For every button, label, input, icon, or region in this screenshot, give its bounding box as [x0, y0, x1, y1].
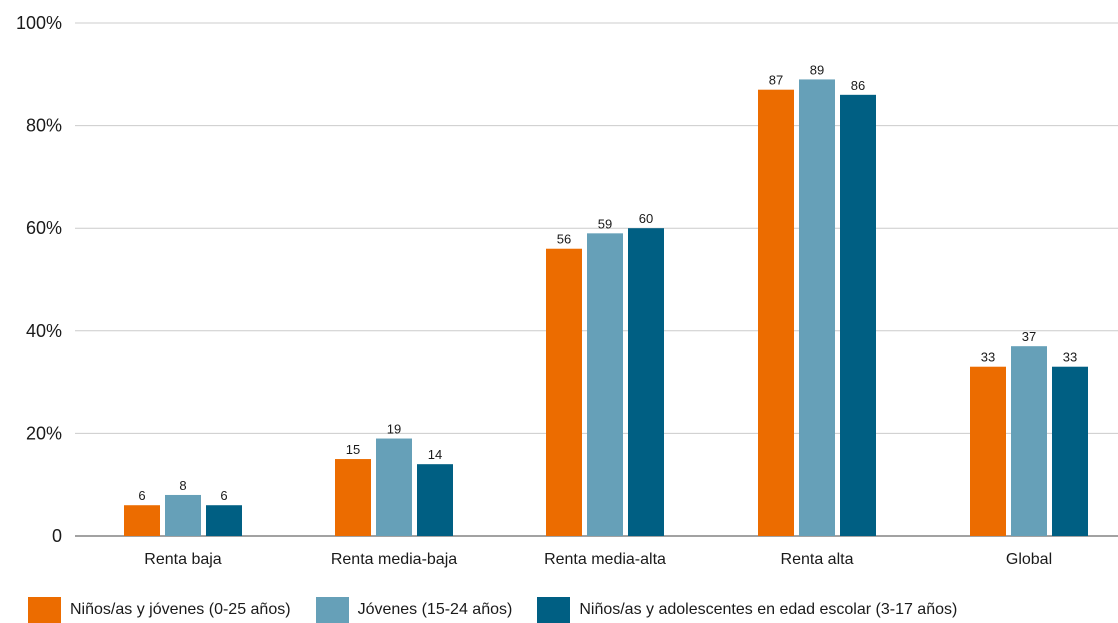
data-label: 59: [598, 216, 612, 231]
legend-swatch-series-3: [537, 597, 571, 623]
bar: [587, 233, 623, 536]
legend-item-series-2: Jóvenes (15-24 años): [315, 597, 513, 623]
bar: [970, 366, 1006, 536]
x-tick-label: Renta media-alta: [544, 551, 666, 568]
bar: [1052, 366, 1088, 536]
legend-label-series-2: Jóvenes (15-24 años): [357, 601, 513, 618]
y-tick-label: 40%: [26, 321, 62, 341]
data-label: 15: [346, 442, 360, 457]
data-label: 89: [810, 62, 824, 77]
y-tick-label: 20%: [26, 423, 62, 443]
data-label: 33: [981, 350, 995, 365]
bar: [417, 464, 453, 536]
bar: [628, 228, 664, 536]
x-tick-label: Renta alta: [781, 551, 854, 568]
legend-item-series-1: Niños/as y jóvenes (0-25 años): [28, 597, 291, 623]
legend-item-series-3: Niños/as y adolescentes en edad escolar …: [537, 597, 957, 623]
data-label: 19: [387, 422, 401, 437]
y-tick-label: 80%: [26, 116, 62, 136]
x-axis-tick-labels: Renta baja Renta media-baja Renta media-al…: [144, 551, 1052, 568]
data-label: 8: [179, 478, 186, 493]
x-tick-label: Global: [1006, 551, 1052, 568]
legend-swatch-series-1: [28, 597, 61, 623]
data-label: 37: [1022, 329, 1036, 344]
bar: [165, 494, 201, 536]
data-label: 60: [639, 211, 653, 226]
data-label: 87: [769, 73, 783, 88]
bar: [840, 94, 876, 536]
data-label: 56: [557, 232, 571, 247]
x-tick-label: Renta media-baja: [331, 551, 457, 568]
data-label: 14: [428, 447, 442, 462]
legend-label-series-1: Niños/as y jóvenes (0-25 años): [70, 601, 291, 618]
bar: [335, 459, 371, 536]
x-tick-label: Renta baja: [144, 551, 221, 568]
bar: [206, 505, 242, 536]
bar: [799, 79, 835, 537]
bar: [546, 248, 582, 536]
y-tick-label: 100%: [16, 13, 62, 33]
y-tick-label: 0: [52, 526, 62, 546]
legend-swatch-series-2: [315, 597, 349, 623]
bar: [376, 438, 412, 536]
bar: [758, 89, 794, 536]
y-tick-label: 60%: [26, 218, 62, 238]
y-axis-tick-labels: 0 20% 40% 60% 80% 100%: [16, 13, 62, 546]
data-label: 6: [220, 488, 227, 503]
legend: Niños/as y jóvenes (0-25 años) Jóvenes (…: [28, 597, 982, 623]
data-label: 33: [1063, 350, 1077, 365]
bars: [124, 79, 1088, 537]
bar: [124, 505, 160, 536]
data-label: 86: [851, 78, 865, 93]
legend-label-series-3: Niños/as y adolescentes en edad escolar …: [579, 601, 958, 618]
data-label: 6: [138, 488, 145, 503]
bar: [1011, 346, 1047, 536]
